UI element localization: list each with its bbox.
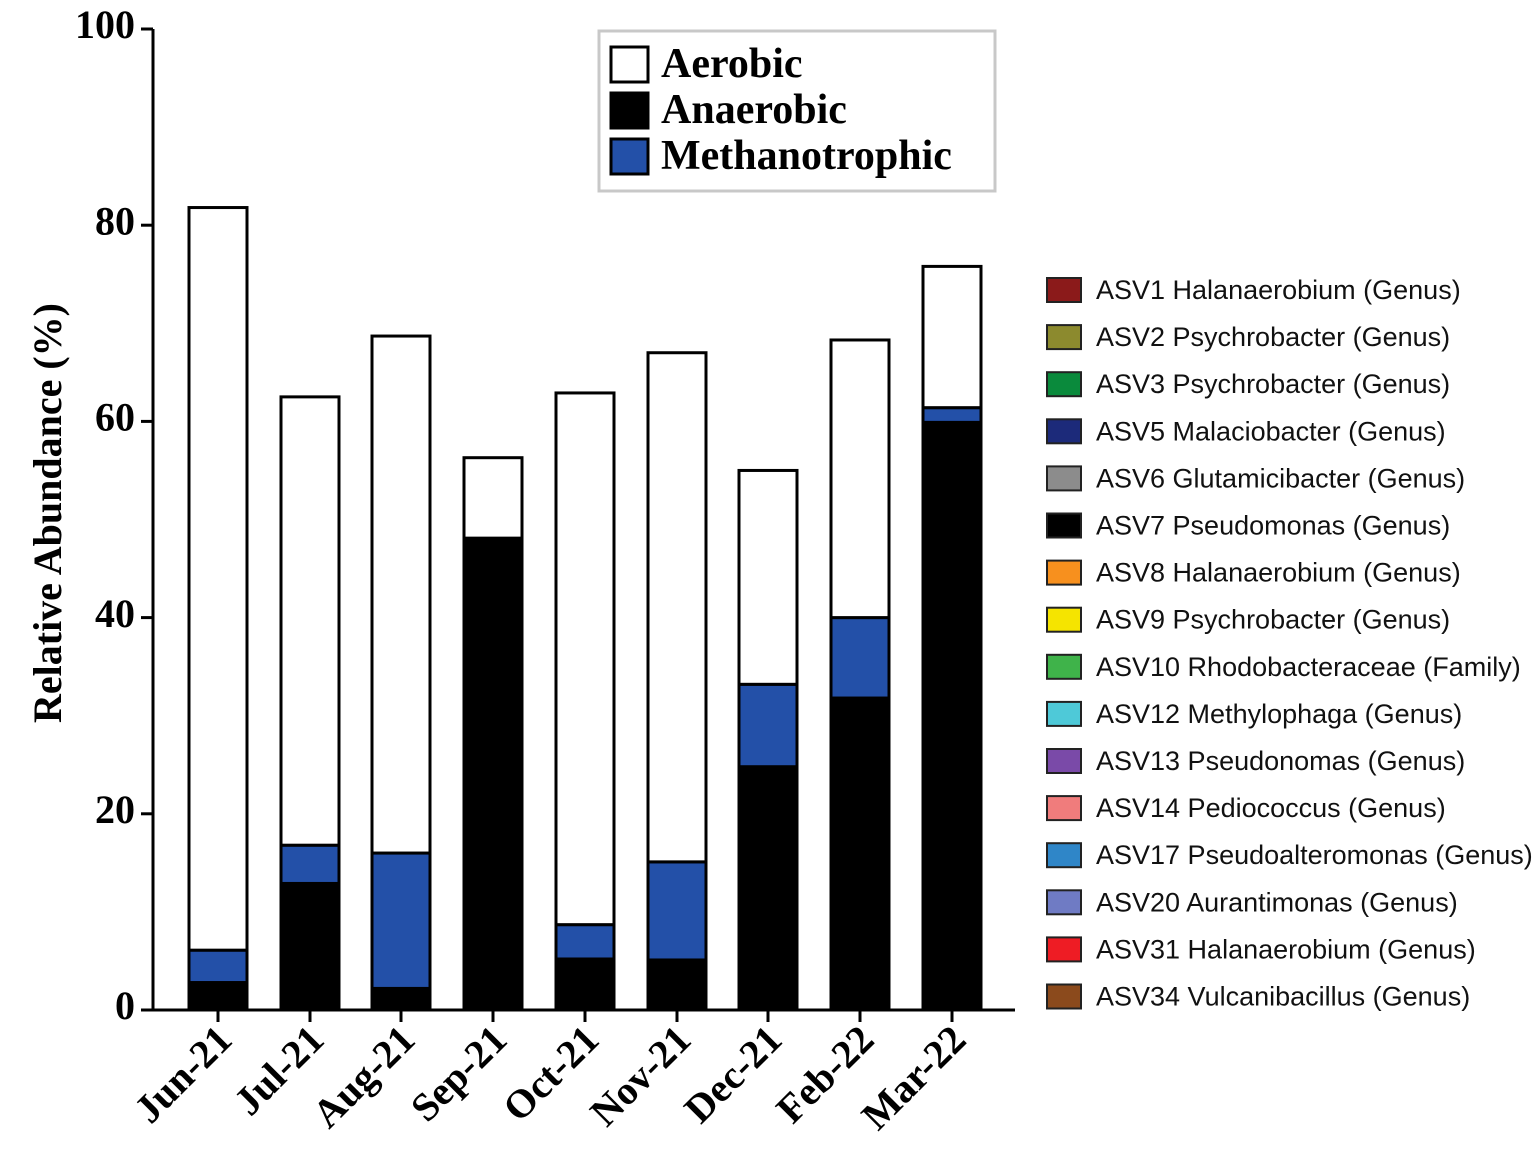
asv-legend-label: ASV2 Psychrobacter (Genus) xyxy=(1096,322,1450,352)
asv-legend-swatch xyxy=(1046,748,1082,774)
bar-methanotrophic-aug-21 xyxy=(370,851,432,990)
asv-legend-swatch xyxy=(1046,889,1082,916)
bar-aerobic-oct-21 xyxy=(554,391,616,927)
asv-legend-label: ASV1 Halanaerobium (Genus) xyxy=(1096,275,1461,305)
asv-legend-label: ASV10 Rhodobacteraceae (Family) xyxy=(1096,652,1521,682)
asv-legend-swatch xyxy=(1046,559,1082,586)
y-tick-label: 100 xyxy=(75,2,135,47)
legend-swatch-methanotrophic xyxy=(609,137,650,176)
y-axis-title: Relative Abundance (%) xyxy=(25,303,70,723)
asv-legend-label: ASV13 Pseudonomas (Genus) xyxy=(1096,746,1465,776)
asv-legend-label: ASV31 Halanaerobium (Genus) xyxy=(1096,934,1476,964)
asv-legend-swatch xyxy=(1046,512,1082,539)
asv-legend-swatch xyxy=(1046,324,1082,351)
bar-methanotrophic-jul-21 xyxy=(279,843,341,885)
bar-anaerobic-aug-21 xyxy=(370,986,432,1012)
asv-legend-swatch xyxy=(1046,606,1082,633)
bar-methanotrophic-mar-22 xyxy=(921,406,983,424)
bar-methanotrophic-jun-21 xyxy=(187,948,249,985)
asv-legend-label: ASV17 Pseudoalteromonas (Genus) xyxy=(1096,840,1533,870)
asv-legend-label: ASV12 Methylophaga (Genus) xyxy=(1096,699,1462,729)
asv-legend-swatch xyxy=(1046,277,1082,303)
y-tick-label: 40 xyxy=(95,591,135,636)
y-tick-label: 0 xyxy=(115,983,135,1028)
legend-label-aerobic: Aerobic xyxy=(661,41,803,87)
asv-legend: ASV1 Halanaerobium (Genus) ASV2 Psychroba… xyxy=(1046,275,1533,1012)
asv-legend-label: ASV3 Psychrobacter (Genus) xyxy=(1096,369,1450,399)
x-tick-label: Sep-21 xyxy=(402,1017,516,1131)
x-axis: Jun-21Jul-21Aug-21Sep-21Oct-21Nov-21Dec-… xyxy=(125,1008,1015,1139)
bar-aerobic-nov-21 xyxy=(646,351,708,864)
x-tick-label: Nov-21 xyxy=(581,1017,699,1135)
asv-legend-swatch xyxy=(1046,465,1082,492)
legend-label-methanotrophic: Methanotrophic xyxy=(661,133,952,179)
asv-legend-swatch xyxy=(1046,371,1082,398)
asv-legend-label: ASV9 Psychrobacter (Genus) xyxy=(1096,605,1450,635)
asv-legend-label: ASV20 Aurantimonas (Genus) xyxy=(1096,887,1458,917)
legend-swatch-anaerobic xyxy=(609,91,650,130)
bar-methanotrophic-feb-22 xyxy=(829,616,891,700)
asv-legend-swatch xyxy=(1046,936,1082,963)
asv-legend-swatch xyxy=(1046,842,1082,869)
asv-legend-label: ASV8 Halanaerobium (Genus) xyxy=(1096,558,1461,588)
asv-legend-label: ASV7 Pseudomonas (Genus) xyxy=(1096,511,1450,541)
bar-anaerobic-jul-21 xyxy=(279,881,341,1012)
y-tick-label: 80 xyxy=(95,198,135,243)
bar-anaerobic-jun-21 xyxy=(187,981,249,1012)
bar-aerobic-sep-21 xyxy=(462,456,524,540)
asv-legend-label: ASV34 Vulcanibacillus (Genus) xyxy=(1096,982,1470,1012)
x-tick-label: Aug-21 xyxy=(304,1017,424,1137)
y-tick-label: 60 xyxy=(95,395,135,440)
asv-legend-label: ASV5 Malaciobacter (Genus) xyxy=(1096,416,1446,446)
legend-swatch-aerobic xyxy=(609,45,650,84)
asv-legend-label: ASV6 Glutamicibacter (Genus) xyxy=(1096,463,1465,493)
bar-anaerobic-oct-21 xyxy=(554,957,616,1012)
asv-legend-label: ASV14 Pediococcus (Genus) xyxy=(1096,793,1446,823)
y-tick-label: 20 xyxy=(95,787,135,832)
bar-anaerobic-dec-21 xyxy=(737,765,799,1012)
bar-methanotrophic-oct-21 xyxy=(554,923,616,961)
bar-aerobic-jun-21 xyxy=(187,206,249,952)
bar-aerobic-jul-21 xyxy=(279,395,341,847)
x-tick-label: Dec-21 xyxy=(675,1017,790,1132)
bar-aerobic-feb-22 xyxy=(829,338,891,620)
top-legend-frame xyxy=(597,29,997,193)
bar-aerobic-dec-21 xyxy=(737,468,799,686)
asv-legend-swatch xyxy=(1046,983,1082,1010)
x-tick-label: Mar-22 xyxy=(852,1017,974,1139)
bar-methanotrophic-dec-21 xyxy=(737,682,799,769)
asv-legend-swatch xyxy=(1046,653,1082,680)
bar-aerobic-aug-21 xyxy=(370,334,432,855)
bar-anaerobic-mar-22 xyxy=(921,420,983,1012)
x-tick-label: Jun-21 xyxy=(125,1017,240,1132)
legend-label-anaerobic: Anaerobic xyxy=(661,87,847,133)
asv-legend-swatch xyxy=(1046,795,1082,822)
asv-legend-swatch xyxy=(1046,418,1082,445)
asv-legend-swatch xyxy=(1046,700,1082,727)
bar-anaerobic-sep-21 xyxy=(462,536,524,1012)
bar-aerobic-mar-22 xyxy=(921,264,983,410)
bar-anaerobic-nov-21 xyxy=(646,958,708,1012)
bar-methanotrophic-nov-21 xyxy=(646,860,708,962)
y-axis: 0 20 40 60 80 100 xyxy=(75,2,155,1028)
plot-area xyxy=(187,206,983,1012)
bar-anaerobic-feb-22 xyxy=(829,696,891,1012)
